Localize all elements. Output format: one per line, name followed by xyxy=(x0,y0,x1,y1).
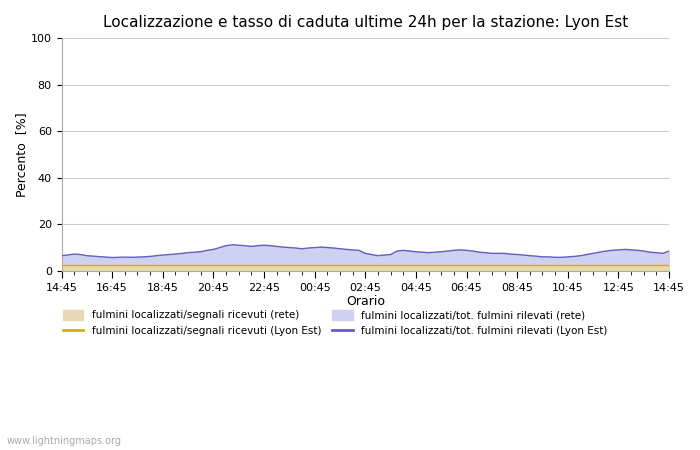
Title: Localizzazione e tasso di caduta ultime 24h per la stazione: Lyon Est: Localizzazione e tasso di caduta ultime … xyxy=(103,15,628,30)
X-axis label: Orario: Orario xyxy=(346,295,385,308)
Y-axis label: Percento  [%]: Percento [%] xyxy=(15,112,28,197)
Legend: fulmini localizzati/segnali ricevuti (rete), fulmini localizzati/segnali ricevut: fulmini localizzati/segnali ricevuti (re… xyxy=(58,306,611,340)
Text: www.lightningmaps.org: www.lightningmaps.org xyxy=(7,436,122,446)
